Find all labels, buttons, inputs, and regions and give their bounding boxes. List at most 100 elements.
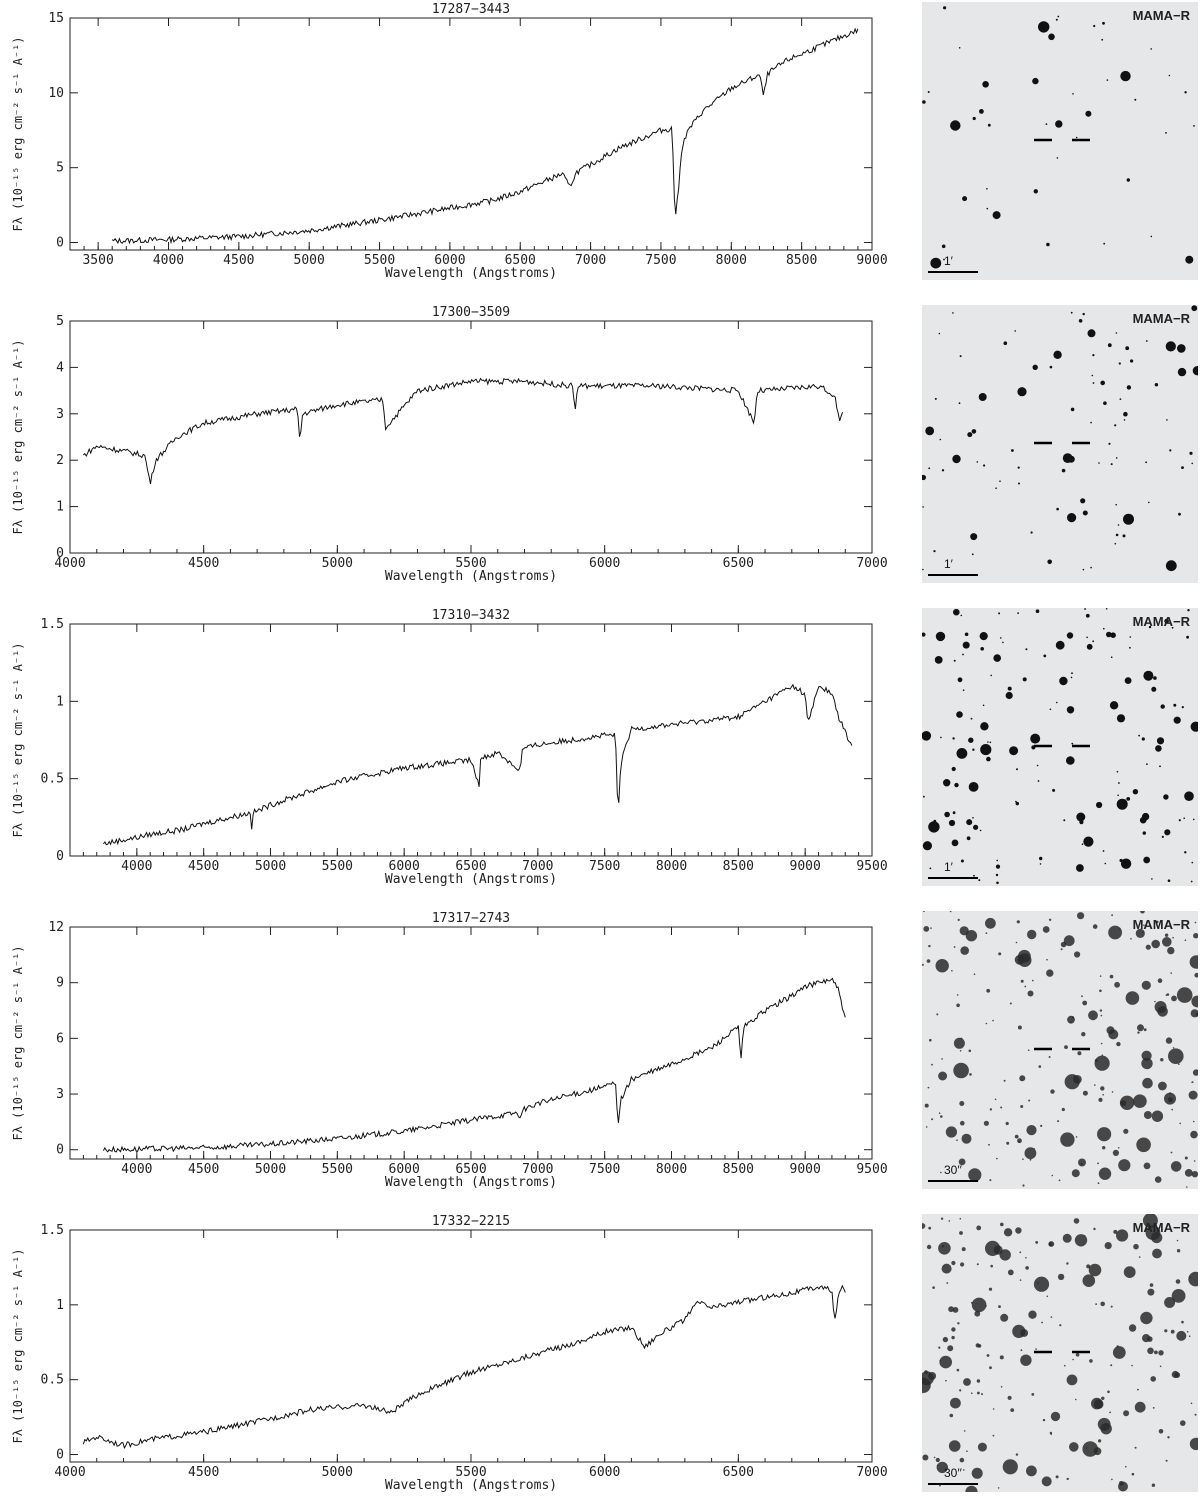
star [1040, 1124, 1043, 1127]
star [923, 926, 930, 932]
star [1102, 1093, 1104, 1096]
star [951, 1335, 955, 1340]
star [934, 656, 943, 664]
star [1066, 706, 1075, 714]
star [928, 944, 931, 948]
star [1114, 542, 1117, 545]
star [956, 994, 959, 996]
star [1066, 1262, 1069, 1265]
star [1115, 503, 1117, 506]
star [989, 1366, 992, 1370]
star [1111, 1091, 1114, 1093]
star [1106, 79, 1109, 81]
y-axis-label: Fλ (10⁻¹⁵ erg cm⁻² s⁻¹ A⁻¹) [11, 339, 25, 534]
star [986, 988, 991, 993]
star [1049, 1431, 1053, 1435]
star [1029, 1158, 1032, 1161]
star [1141, 1057, 1153, 1070]
star [1080, 1162, 1083, 1166]
star [959, 1231, 963, 1235]
star [1169, 449, 1172, 452]
star-field [922, 1214, 1198, 1492]
star [1191, 305, 1198, 312]
scale-label: 30′′ [944, 1466, 962, 1480]
star [951, 839, 959, 847]
star [1100, 1086, 1105, 1091]
star [1108, 925, 1122, 940]
survey-label: MAMA−R [1132, 614, 1190, 629]
x-tick-label: 8500 [723, 1162, 754, 1177]
star [1103, 627, 1105, 630]
star [1151, 939, 1160, 949]
star [1026, 1465, 1037, 1477]
star [1116, 798, 1128, 810]
x-tick-label: 9000 [856, 253, 887, 268]
star [1094, 1055, 1110, 1071]
star [989, 1108, 993, 1111]
star [986, 1354, 990, 1357]
star [1071, 742, 1074, 745]
star [1109, 1411, 1111, 1414]
star [956, 1368, 960, 1372]
star [1074, 1234, 1088, 1247]
star [999, 1355, 1004, 1360]
star [1133, 1243, 1139, 1250]
star [1155, 920, 1159, 924]
star [1032, 77, 1039, 85]
y-tick-label: 0 [56, 1143, 64, 1158]
star [1099, 1009, 1103, 1012]
star [953, 1062, 969, 1079]
star [966, 1450, 968, 1452]
x-tick-label: 8000 [656, 1162, 687, 1177]
star [1025, 1257, 1027, 1259]
star [1118, 1159, 1131, 1172]
star [939, 438, 942, 441]
star [959, 1217, 962, 1220]
star [951, 766, 956, 772]
spectrum-chart: 17332−2215 4000 4500 5000 5500 6000 6500 7000 0 0… [11, 1214, 888, 1493]
star [1190, 1402, 1193, 1405]
star [1081, 995, 1083, 998]
star [940, 1171, 942, 1174]
star [922, 474, 926, 481]
star [980, 647, 984, 651]
star [1114, 424, 1117, 427]
star [1119, 928, 1121, 930]
star [1064, 1045, 1068, 1049]
star [949, 1413, 954, 1418]
finder-image: MAMA−R 1′ [922, 608, 1198, 886]
star [1129, 646, 1131, 649]
star [1123, 513, 1134, 525]
y-tick-label: 3 [56, 1087, 64, 1102]
star [1150, 1376, 1156, 1382]
star [1178, 819, 1181, 822]
finder-image: MAMA−R 30′′ [922, 911, 1198, 1189]
star [953, 946, 956, 948]
star [965, 1485, 978, 1492]
star [1147, 1347, 1154, 1355]
star [948, 1220, 951, 1222]
star [1179, 1122, 1181, 1125]
x-tick-label: 4500 [188, 859, 219, 874]
x-tick-label: 9500 [856, 1162, 887, 1177]
star [969, 1073, 972, 1076]
star [992, 1434, 995, 1437]
star [1022, 677, 1027, 682]
star [1017, 466, 1020, 469]
y-tick-label: 3 [56, 407, 64, 422]
star [1195, 1012, 1198, 1017]
star [1027, 929, 1037, 940]
star [1033, 1148, 1035, 1150]
star [1057, 1273, 1065, 1281]
y-tick-label: 12 [48, 920, 64, 935]
star [957, 918, 960, 921]
y-tick-label: 1.5 [41, 617, 64, 632]
x-tick-label: 5000 [322, 556, 353, 571]
spectrum-line [111, 27, 859, 245]
star [1086, 636, 1088, 639]
star [1170, 1329, 1175, 1334]
star [1057, 1120, 1060, 1123]
star [1007, 1269, 1014, 1276]
star [1141, 931, 1144, 934]
star [1187, 609, 1190, 612]
